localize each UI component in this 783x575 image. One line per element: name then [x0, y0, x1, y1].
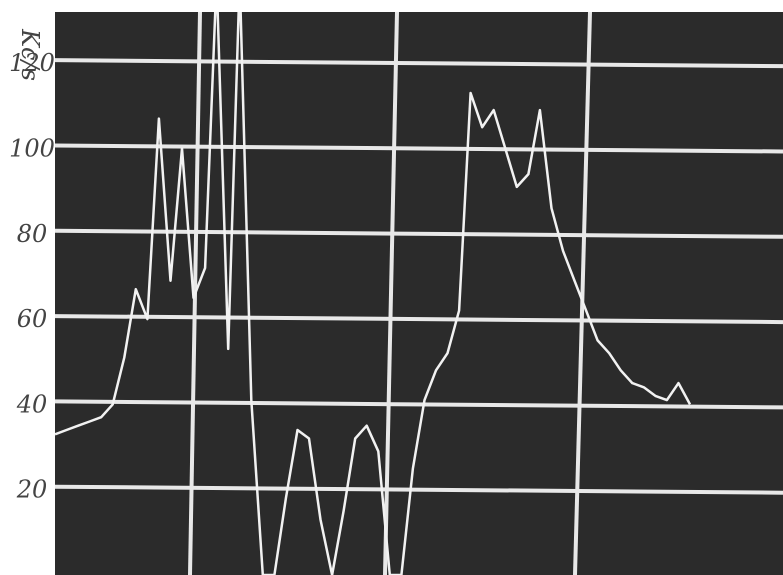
grid-line	[55, 143, 783, 154]
grid-line	[55, 314, 783, 325]
trace	[55, 12, 692, 575]
y-axis-label: Kc/s	[16, 28, 44, 81]
grid-line	[55, 58, 783, 69]
y-tick-label: 100	[9, 134, 55, 162]
y-tick-label: 20	[16, 476, 48, 504]
y-tick-label: 60	[17, 305, 48, 333]
y-tick-label: 80	[17, 220, 48, 248]
plot-layer	[55, 12, 783, 575]
grid-line	[55, 484, 783, 495]
screen	[55, 12, 783, 575]
grid-line	[573, 12, 592, 575]
grid-line	[55, 399, 783, 410]
grid-line	[383, 12, 399, 575]
y-tick-label: 40	[16, 390, 48, 418]
grid-line	[55, 228, 783, 239]
y-tick-label: 120	[9, 49, 55, 77]
